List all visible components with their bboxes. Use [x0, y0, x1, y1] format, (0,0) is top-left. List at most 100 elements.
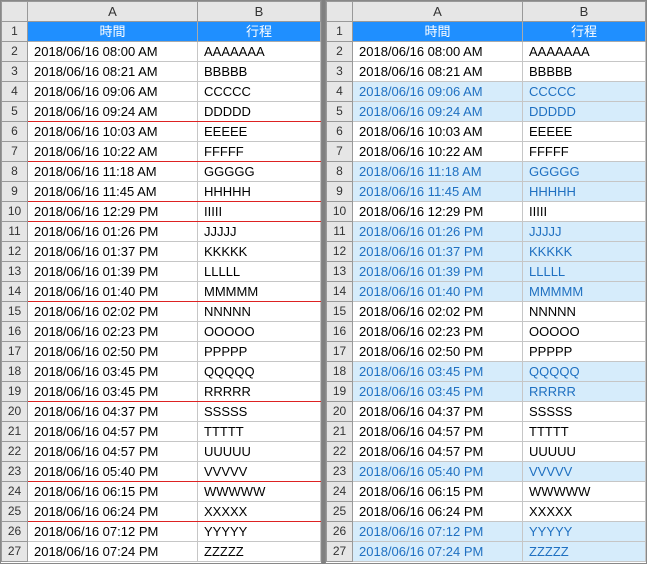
row-header[interactable]: 9	[2, 182, 28, 202]
cell-value[interactable]: KKKKK	[198, 242, 321, 262]
cell-time[interactable]: 2018/06/16 09:06 AM	[28, 82, 198, 102]
cell-time[interactable]: 2018/06/16 03:45 PM	[28, 362, 198, 382]
cell-value[interactable]: UUUUU	[523, 442, 646, 462]
row-header[interactable]: 24	[2, 482, 28, 502]
cell-time[interactable]: 2018/06/16 10:03 AM	[353, 122, 523, 142]
cell-value[interactable]: NNNNN	[198, 302, 321, 322]
column-header-B[interactable]: B	[523, 2, 646, 22]
row-header[interactable]: 22	[2, 442, 28, 462]
cell-value[interactable]: XXXXX	[198, 502, 321, 522]
row-header[interactable]: 5	[2, 102, 28, 122]
cell-value[interactable]: TTTTT	[523, 422, 646, 442]
row-header[interactable]: 21	[327, 422, 353, 442]
row-header[interactable]: 15	[2, 302, 28, 322]
cell-value[interactable]: NNNNN	[523, 302, 646, 322]
row-header[interactable]: 13	[2, 262, 28, 282]
row-header[interactable]: 18	[327, 362, 353, 382]
cell-time[interactable]: 2018/06/16 06:24 PM	[353, 502, 523, 522]
row-header[interactable]: 3	[327, 62, 353, 82]
cell-time[interactable]: 2018/06/16 11:45 AM	[353, 182, 523, 202]
cell-value[interactable]: OOOOO	[198, 322, 321, 342]
cell-value[interactable]: EEEEE	[198, 122, 321, 142]
cell-time[interactable]: 2018/06/16 07:24 PM	[28, 542, 198, 562]
cell-time[interactable]: 2018/06/16 06:24 PM	[28, 502, 198, 522]
cell-time[interactable]: 2018/06/16 02:50 PM	[28, 342, 198, 362]
cell-value[interactable]: CCCCC	[523, 82, 646, 102]
row-header[interactable]: 20	[327, 402, 353, 422]
row-header[interactable]: 8	[2, 162, 28, 182]
header-cell-time[interactable]: 時間	[353, 22, 523, 42]
cell-time[interactable]: 2018/06/16 12:29 PM	[28, 202, 198, 222]
cell-time[interactable]: 2018/06/16 04:37 PM	[28, 402, 198, 422]
row-header[interactable]: 19	[2, 382, 28, 402]
cell-value[interactable]: EEEEE	[523, 122, 646, 142]
row-header[interactable]: 23	[2, 462, 28, 482]
cell-time[interactable]: 2018/06/16 07:12 PM	[28, 522, 198, 542]
cell-value[interactable]: IIIII	[198, 202, 321, 222]
row-header[interactable]: 26	[2, 522, 28, 542]
cell-time[interactable]: 2018/06/16 01:37 PM	[353, 242, 523, 262]
row-header[interactable]: 9	[327, 182, 353, 202]
cell-value[interactable]: QQQQQ	[523, 362, 646, 382]
column-header-A[interactable]: A	[353, 2, 523, 22]
cell-time[interactable]: 2018/06/16 03:45 PM	[28, 382, 198, 402]
row-header[interactable]: 27	[327, 542, 353, 562]
row-header[interactable]: 18	[2, 362, 28, 382]
cell-value[interactable]: FFFFF	[198, 142, 321, 162]
cell-time[interactable]: 2018/06/16 02:02 PM	[28, 302, 198, 322]
cell-value[interactable]: PPPPP	[523, 342, 646, 362]
cell-time[interactable]: 2018/06/16 09:24 AM	[28, 102, 198, 122]
row-header[interactable]: 20	[2, 402, 28, 422]
cell-time[interactable]: 2018/06/16 01:39 PM	[28, 262, 198, 282]
cell-value[interactable]: TTTTT	[198, 422, 321, 442]
cell-time[interactable]: 2018/06/16 08:00 AM	[28, 42, 198, 62]
cell-value[interactable]: DDDDD	[198, 102, 321, 122]
cell-value[interactable]: WWWWW	[523, 482, 646, 502]
row-header[interactable]: 4	[2, 82, 28, 102]
cell-value[interactable]: AAAAAAA	[198, 42, 321, 62]
cell-time[interactable]: 2018/06/16 11:18 AM	[353, 162, 523, 182]
cell-value[interactable]: RRRRR	[198, 382, 321, 402]
row-header[interactable]: 14	[2, 282, 28, 302]
row-header[interactable]: 25	[2, 502, 28, 522]
row-header[interactable]: 19	[327, 382, 353, 402]
cell-time[interactable]: 2018/06/16 04:57 PM	[28, 422, 198, 442]
cell-value[interactable]: KKKKK	[523, 242, 646, 262]
cell-value[interactable]: LLLLL	[198, 262, 321, 282]
cell-value[interactable]: AAAAAAA	[523, 42, 646, 62]
row-header[interactable]: 14	[327, 282, 353, 302]
select-all-corner[interactable]	[327, 2, 353, 22]
row-header[interactable]: 26	[327, 522, 353, 542]
cell-time[interactable]: 2018/06/16 11:18 AM	[28, 162, 198, 182]
cell-time[interactable]: 2018/06/16 02:50 PM	[353, 342, 523, 362]
row-header[interactable]: 21	[2, 422, 28, 442]
row-header[interactable]: 7	[2, 142, 28, 162]
cell-value[interactable]: JJJJJ	[523, 222, 646, 242]
row-header[interactable]: 22	[327, 442, 353, 462]
cell-value[interactable]: SSSSS	[523, 402, 646, 422]
cell-time[interactable]: 2018/06/16 02:02 PM	[353, 302, 523, 322]
cell-time[interactable]: 2018/06/16 10:22 AM	[28, 142, 198, 162]
cell-time[interactable]: 2018/06/16 04:57 PM	[353, 442, 523, 462]
cell-time[interactable]: 2018/06/16 01:37 PM	[28, 242, 198, 262]
cell-time[interactable]: 2018/06/16 04:37 PM	[353, 402, 523, 422]
row-header[interactable]: 15	[327, 302, 353, 322]
row-header[interactable]: 3	[2, 62, 28, 82]
row-header[interactable]: 13	[327, 262, 353, 282]
row-header[interactable]: 1	[2, 22, 28, 42]
cell-time[interactable]: 2018/06/16 04:57 PM	[28, 442, 198, 462]
cell-time[interactable]: 2018/06/16 02:23 PM	[28, 322, 198, 342]
cell-value[interactable]: HHHHH	[523, 182, 646, 202]
row-header[interactable]: 11	[327, 222, 353, 242]
cell-time[interactable]: 2018/06/16 01:40 PM	[28, 282, 198, 302]
cell-time[interactable]: 2018/06/16 01:26 PM	[28, 222, 198, 242]
cell-value[interactable]: LLLLL	[523, 262, 646, 282]
cell-value[interactable]: DDDDD	[523, 102, 646, 122]
cell-value[interactable]: BBBBB	[523, 62, 646, 82]
cell-time[interactable]: 2018/06/16 01:39 PM	[353, 262, 523, 282]
cell-value[interactable]: VVVVV	[198, 462, 321, 482]
cell-value[interactable]: ZZZZZ	[523, 542, 646, 562]
header-cell-trip[interactable]: 行程	[198, 22, 321, 42]
row-header[interactable]: 17	[327, 342, 353, 362]
cell-time[interactable]: 2018/06/16 02:23 PM	[353, 322, 523, 342]
